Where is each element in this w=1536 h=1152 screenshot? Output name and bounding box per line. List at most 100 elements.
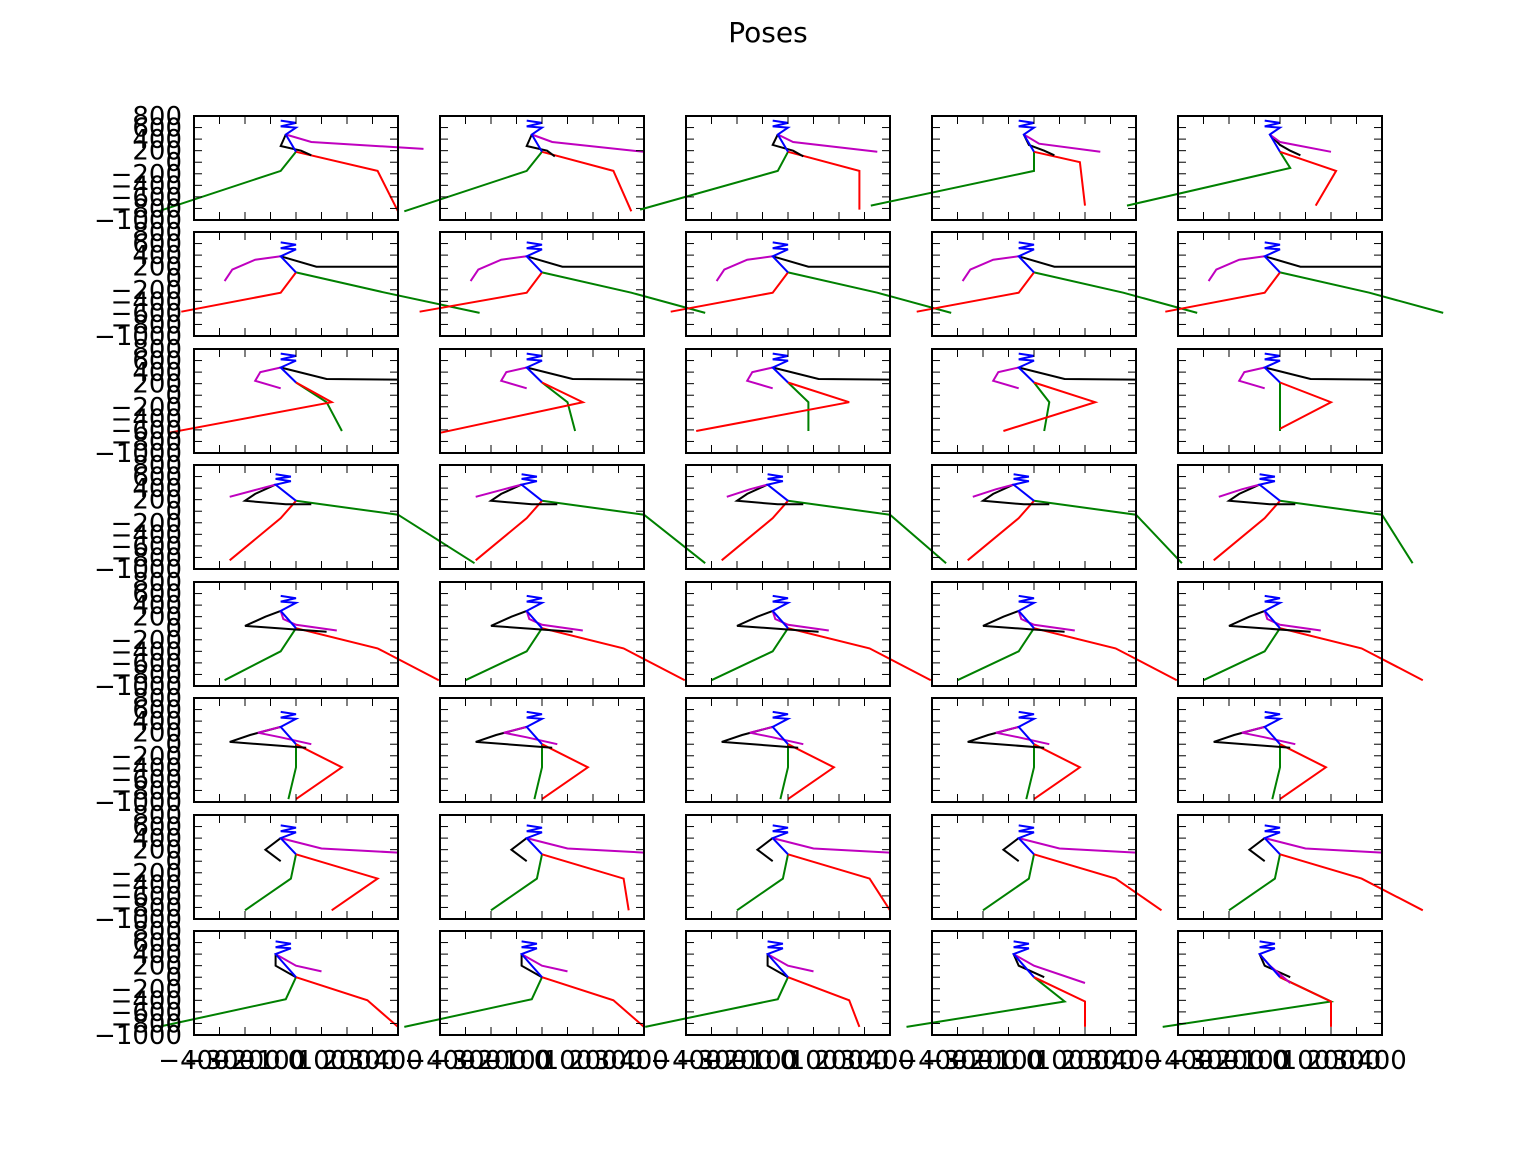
pose-30-leg-right-line <box>1279 743 1328 800</box>
x-tick-label: 300 <box>840 1046 890 1076</box>
pose-10-leg-left-line <box>1279 271 1444 314</box>
pose-32-arm-right-line <box>526 837 645 854</box>
x-tick-label: 0 <box>1026 1046 1043 1076</box>
pose-25-leg-left-line <box>1203 627 1281 682</box>
subplot-frame <box>1177 231 1383 337</box>
subplot-frame <box>685 814 891 920</box>
x-tick-label: 100 <box>297 1046 347 1076</box>
y-tick-label: 0 <box>165 847 182 877</box>
pose-35-head-line <box>1262 824 1281 855</box>
page-title: Poses <box>728 16 808 49</box>
pose-17-leg-right-line <box>475 500 543 562</box>
x-tick-label: −100 <box>235 1046 306 1076</box>
pose-35-arm-left-line <box>1247 837 1266 862</box>
pose-20-leg-left-line <box>1279 499 1414 564</box>
subplot-frame <box>1177 464 1383 570</box>
y-tick-label: −600 <box>111 998 182 1028</box>
y-tick-label: 200 <box>132 603 182 633</box>
pose-8-leg-left-line <box>787 271 952 314</box>
pose-40-leg-left-line <box>1162 976 1335 1028</box>
pose-34-arm-right-line <box>1018 837 1137 854</box>
subplot-frame <box>193 697 399 803</box>
x-tick-label: −300 <box>430 1046 501 1076</box>
subplot-frame <box>931 464 1137 570</box>
pose-12-leg-right-line <box>439 381 586 434</box>
y-tick-label: 600 <box>132 230 182 260</box>
y-tick-label: 600 <box>132 463 182 493</box>
pose-31-arm-left-line <box>263 837 282 862</box>
y-tick-label: 0 <box>165 614 182 644</box>
pose-10-arm-right-line <box>1207 255 1265 282</box>
x-tick-label: 0 <box>288 1046 305 1076</box>
pose-5-head-line <box>1264 119 1283 153</box>
subplot-frame <box>1177 697 1383 803</box>
y-tick-label: 400 <box>132 707 182 737</box>
pose-22-leg-right-line <box>541 627 686 682</box>
x-tick-label: −300 <box>184 1046 255 1076</box>
pose-37-leg-right-line <box>541 976 645 1028</box>
y-tick-label: 800 <box>132 102 182 132</box>
pose-29-leg-right-line <box>1033 743 1082 800</box>
pose-18-leg-left-line <box>787 499 947 564</box>
pose-36-arm-left-line <box>274 954 297 979</box>
pose-25-head-line <box>1263 594 1284 629</box>
subplot-frame <box>193 115 399 221</box>
pose-4-leg-right-line <box>1033 150 1086 206</box>
pose-10-head-line <box>1263 241 1281 274</box>
y-tick-label: 0 <box>165 148 182 178</box>
y-tick-label: 400 <box>132 591 182 621</box>
x-tick-label: −400 <box>650 1046 721 1076</box>
pose-25-arm-left-line <box>1228 609 1311 633</box>
pose-3-head-line <box>772 119 791 153</box>
y-tick-label: 600 <box>132 696 182 726</box>
pose-32-leg-right-line <box>541 853 630 911</box>
pose-16-arm-right-line <box>229 483 276 498</box>
y-tick-label: −200 <box>111 626 182 656</box>
pose-8-head-line <box>771 241 789 274</box>
y-tick-label: −400 <box>111 520 182 550</box>
y-tick-label: −400 <box>111 287 182 317</box>
pose-13-head-line <box>770 352 789 384</box>
pose-38-arm-left-line <box>766 954 789 979</box>
y-tick-label: −1000 <box>94 672 182 702</box>
pose-5-arm-left-line <box>1269 133 1301 157</box>
pose-27-leg-left-line <box>533 744 543 800</box>
pose-24-arm-left-line <box>982 609 1065 633</box>
pose-33-leg-right-line <box>787 853 891 911</box>
pose-19-arm-left-line <box>980 483 1050 506</box>
subplot-frame <box>685 930 891 1036</box>
subplot-frame <box>439 231 645 337</box>
pose-10-arm-left-line <box>1264 255 1382 268</box>
subplot-frame <box>1177 930 1383 1036</box>
pose-5-arm-right-line <box>1269 133 1332 153</box>
pose-14-leg-left-line <box>1033 381 1051 432</box>
pose-30-head-line <box>1263 710 1284 745</box>
y-tick-label: −200 <box>111 160 182 190</box>
x-tick-label: 400 <box>1357 1046 1407 1076</box>
y-tick-label: 200 <box>132 370 182 400</box>
subplot-frame <box>1177 115 1383 221</box>
x-tick-label: −100 <box>973 1046 1044 1076</box>
pose-26-head-line <box>279 710 300 745</box>
subplot-frame <box>931 697 1137 803</box>
pose-31-arm-right-line <box>280 837 399 854</box>
subplot-frame <box>931 814 1137 920</box>
x-tick-label: −100 <box>1219 1046 1290 1076</box>
pose-19-leg-right-line <box>967 500 1035 562</box>
pose-15-leg-right-line <box>1279 381 1334 430</box>
x-tick-label: −100 <box>481 1046 552 1076</box>
y-tick-label: 400 <box>132 474 182 504</box>
pose-8-leg-right-line <box>670 271 789 313</box>
y-tick-label: 200 <box>132 137 182 167</box>
pose-1-arm-right-line <box>285 133 424 150</box>
y-tick-label: −800 <box>111 543 182 573</box>
pose-39-arm-right-line <box>1013 953 1086 984</box>
pose-2-arm-right-line <box>531 133 645 153</box>
pose-11-head-line <box>278 352 297 384</box>
pose-4-leg-left-line <box>870 151 1035 207</box>
pose-16-leg-right-line <box>229 500 297 562</box>
x-tick-label: 100 <box>1035 1046 1085 1076</box>
subplot-frame <box>931 348 1137 454</box>
pose-23-leg-left-line <box>711 627 789 682</box>
pose-39-leg-right-line <box>1033 976 1086 1027</box>
